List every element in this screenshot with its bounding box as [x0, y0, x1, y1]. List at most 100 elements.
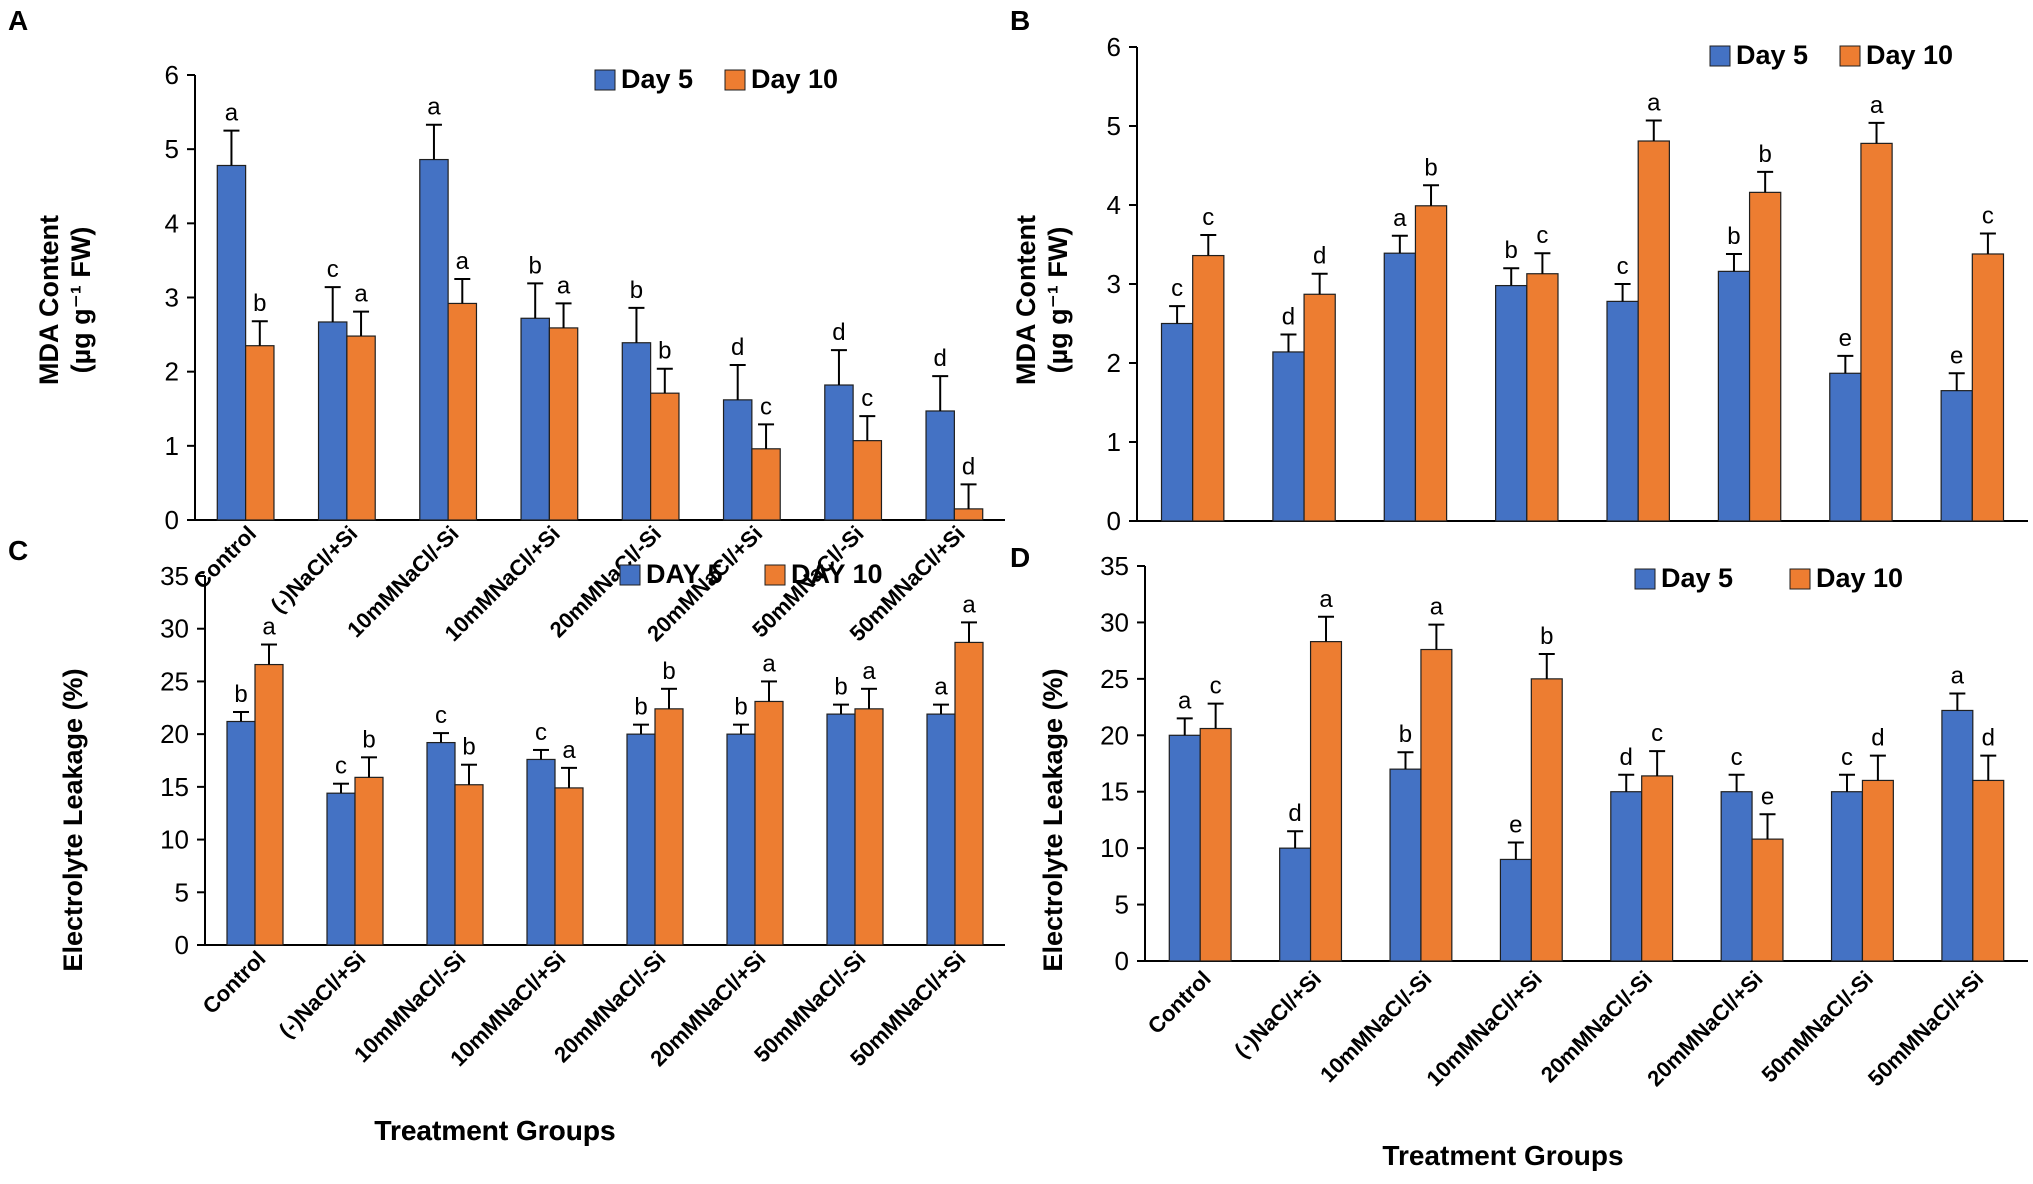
bar-day-5	[726, 733, 756, 946]
bar-day-10	[1860, 142, 1893, 522]
y-tick-label: 10	[160, 825, 189, 855]
significance-letter: b	[253, 290, 266, 317]
bar-day-10	[1971, 253, 2005, 522]
legend-swatch-day5	[1634, 568, 1656, 590]
significance-letter: c	[1982, 202, 1994, 229]
y-tick-label: 0	[165, 505, 179, 535]
bar-day-5	[1940, 390, 1973, 522]
significance-letter: c	[1210, 673, 1222, 700]
significance-letter: c	[1617, 253, 1629, 280]
significance-letter: a	[1870, 92, 1884, 119]
bar-day-5	[1717, 270, 1751, 522]
bar-day-5	[520, 317, 550, 521]
y-axis-label-units: (µg g⁻¹ FW)	[1043, 227, 1073, 374]
legend-label: DAY 10	[791, 559, 883, 589]
y-tick-label: 3	[165, 283, 179, 313]
significance-letter: c	[1536, 222, 1548, 249]
significance-letter: c	[1202, 204, 1214, 231]
y-tick-label: 35	[1100, 551, 1129, 581]
category-label: (-)NaCl/+Si	[266, 521, 363, 618]
significance-letter: a	[354, 281, 368, 308]
legend-swatch-day5	[619, 564, 641, 586]
bar-day-5	[824, 384, 854, 521]
y-tick-label: 35	[160, 561, 189, 591]
panel-label-a: A	[8, 5, 28, 36]
significance-letter: b	[630, 277, 643, 304]
category-label: 50mMNaCl/+Si	[1863, 966, 1988, 1091]
bar-day-5	[1941, 709, 1974, 962]
significance-letter: b	[634, 694, 647, 721]
significance-letter: a	[456, 248, 470, 275]
bar-day-10	[1414, 205, 1448, 522]
category-label: 20mMNaCl/+Si	[1642, 966, 1767, 1091]
panel-label-d: D	[1010, 542, 1030, 573]
significance-letter: c	[760, 393, 772, 420]
legend-swatch-day5	[1709, 45, 1731, 67]
bar-day-5	[1829, 372, 1862, 522]
significance-letter: d	[832, 319, 845, 346]
significance-letter: b	[1727, 223, 1740, 250]
bar-day-10	[447, 302, 478, 521]
y-tick-label: 4	[1107, 190, 1121, 220]
y-tick-label: 5	[1107, 111, 1121, 141]
bar-day-5	[925, 410, 955, 521]
significance-letter: b	[1758, 141, 1771, 168]
bar-day-5	[1272, 351, 1305, 522]
y-tick-label: 5	[1115, 890, 1129, 920]
bar-day-10	[1309, 641, 1343, 962]
legend-label: Day 5	[1661, 563, 1733, 593]
category-label: (-)NaCl/+Si	[1229, 966, 1326, 1063]
significance-letter: a	[562, 737, 576, 764]
y-tick-label: 6	[165, 60, 179, 90]
bar-day-5	[426, 741, 456, 946]
bar-day-10	[1420, 648, 1453, 962]
significance-letter: e	[1509, 812, 1522, 839]
bar-day-10	[1530, 678, 1563, 962]
y-tick-label: 2	[165, 357, 179, 387]
significance-letter: a	[1430, 594, 1444, 621]
category-label: Control	[1143, 966, 1216, 1039]
significance-letter: c	[1841, 744, 1853, 771]
y-tick-label: 5	[165, 134, 179, 164]
significance-letter: d	[1982, 725, 1995, 752]
significance-letter: a	[1178, 687, 1192, 714]
bar-day-10	[245, 345, 275, 521]
bar-day-5	[1499, 858, 1532, 962]
bar-day-10	[454, 784, 484, 946]
y-tick-label: 6	[1107, 32, 1121, 62]
y-tick-label: 4	[165, 208, 179, 238]
significance-letter: d	[1313, 243, 1326, 270]
significance-letter: a	[1393, 205, 1407, 232]
bar-day-10	[954, 641, 984, 946]
significance-letter: b	[362, 726, 375, 753]
category-label: 10mMNaCl/-Si	[1315, 966, 1436, 1087]
bar-day-5	[722, 399, 753, 521]
significance-letter: d	[1620, 744, 1633, 771]
bar-day-10	[1199, 727, 1232, 962]
bar-day-10	[1748, 191, 1782, 522]
significance-letter: b	[462, 734, 475, 761]
bar-day-5	[826, 713, 856, 946]
y-tick-label: 15	[160, 772, 189, 802]
category-label: 50mMNaCl/-Si	[1757, 966, 1878, 1087]
significance-letter: a	[1951, 663, 1965, 690]
y-tick-label: 1	[165, 431, 179, 461]
y-tick-label: 2	[1107, 348, 1121, 378]
significance-letter: c	[535, 719, 547, 746]
bar-day-10	[346, 335, 376, 521]
significance-letter: a	[862, 658, 876, 685]
bar-day-10	[1751, 838, 1784, 962]
significance-letter: c	[1171, 275, 1183, 302]
x-axis-label: Treatment Groups	[1382, 1140, 1623, 1171]
y-axis-label: Electrolyte Leakage (%)	[58, 668, 88, 971]
bar-day-10	[1641, 775, 1674, 962]
bar-day-10	[1637, 140, 1670, 522]
significance-letter: d	[934, 345, 947, 372]
bar-day-10	[1192, 254, 1225, 522]
bar-day-5	[326, 792, 356, 946]
category-label: Control	[198, 946, 271, 1019]
y-tick-label: 0	[1107, 506, 1121, 536]
bar-day-10	[548, 327, 579, 521]
y-tick-label: 30	[1100, 607, 1129, 637]
y-tick-label: 30	[160, 614, 189, 644]
